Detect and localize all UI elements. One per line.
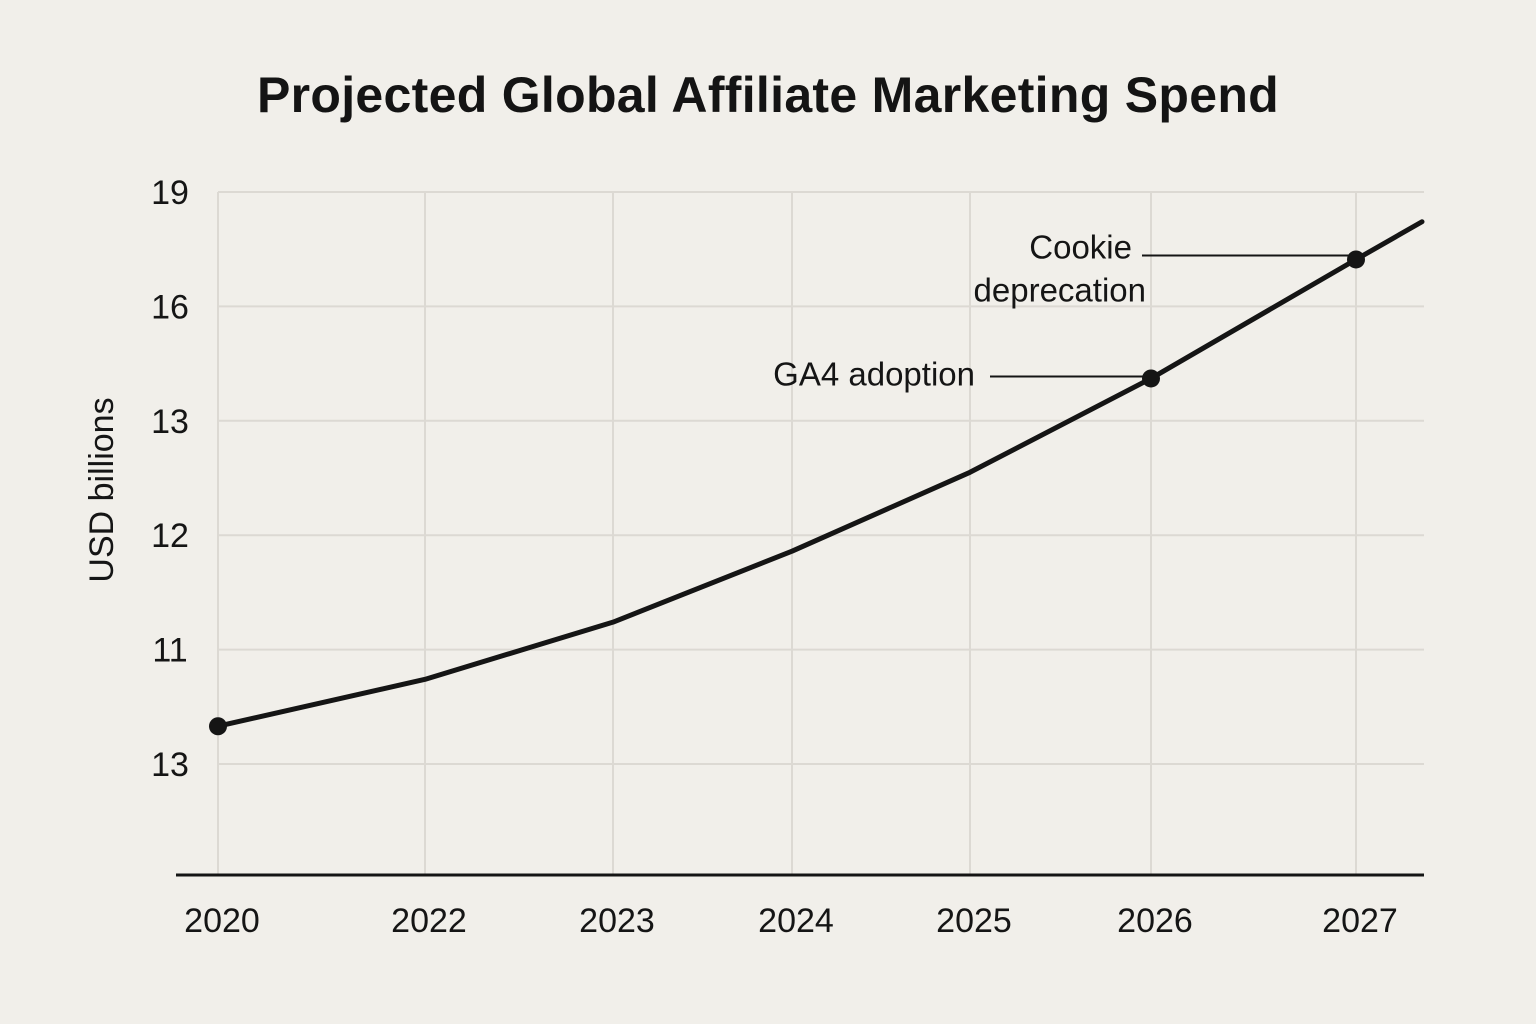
- annotation: Cookie deprecation: [974, 228, 1356, 308]
- series-spend: [209, 219, 1425, 736]
- x-tick-label: 2026: [1117, 902, 1193, 940]
- x-tick-label: 2020: [184, 902, 260, 940]
- y-tick-label: 13: [151, 746, 189, 784]
- y-tick-label: 16: [151, 288, 189, 326]
- y-tick-label: 19: [151, 174, 189, 212]
- annotation-text: Cookie: [1029, 228, 1132, 265]
- y-tick-label: 12: [151, 517, 189, 555]
- annotation-text: GA4 adoption: [773, 355, 975, 392]
- annotation: GA4 adoption: [773, 355, 1151, 392]
- data-point-marker: [1142, 369, 1160, 388]
- x-tick-label: 2023: [579, 902, 655, 940]
- y-tick-label: 13: [151, 403, 189, 441]
- gridlines: [217, 191, 1424, 875]
- data-point-marker: [1347, 250, 1365, 269]
- y-tick-label: 11: [152, 632, 187, 670]
- y-axis-label: USD billions: [83, 397, 121, 582]
- tick-labels: 13 11 12 13 16 19 2020 2022 2023 2024 2025 2026 2027: [151, 174, 1398, 940]
- x-tick-label: 2022: [391, 902, 467, 940]
- series-line: [215, 219, 1425, 729]
- x-tick-label: 2027: [1322, 902, 1398, 940]
- chart-title: Projected Global Affiliate Marketing Spe…: [256, 67, 1280, 123]
- x-tick-label: 2025: [936, 902, 1012, 940]
- annotation-text: deprecation: [974, 271, 1146, 308]
- x-tick-label: 2024: [758, 902, 834, 940]
- data-point-marker: [209, 717, 227, 736]
- annotations: GA4 adoption Cookie deprecation: [773, 228, 1356, 392]
